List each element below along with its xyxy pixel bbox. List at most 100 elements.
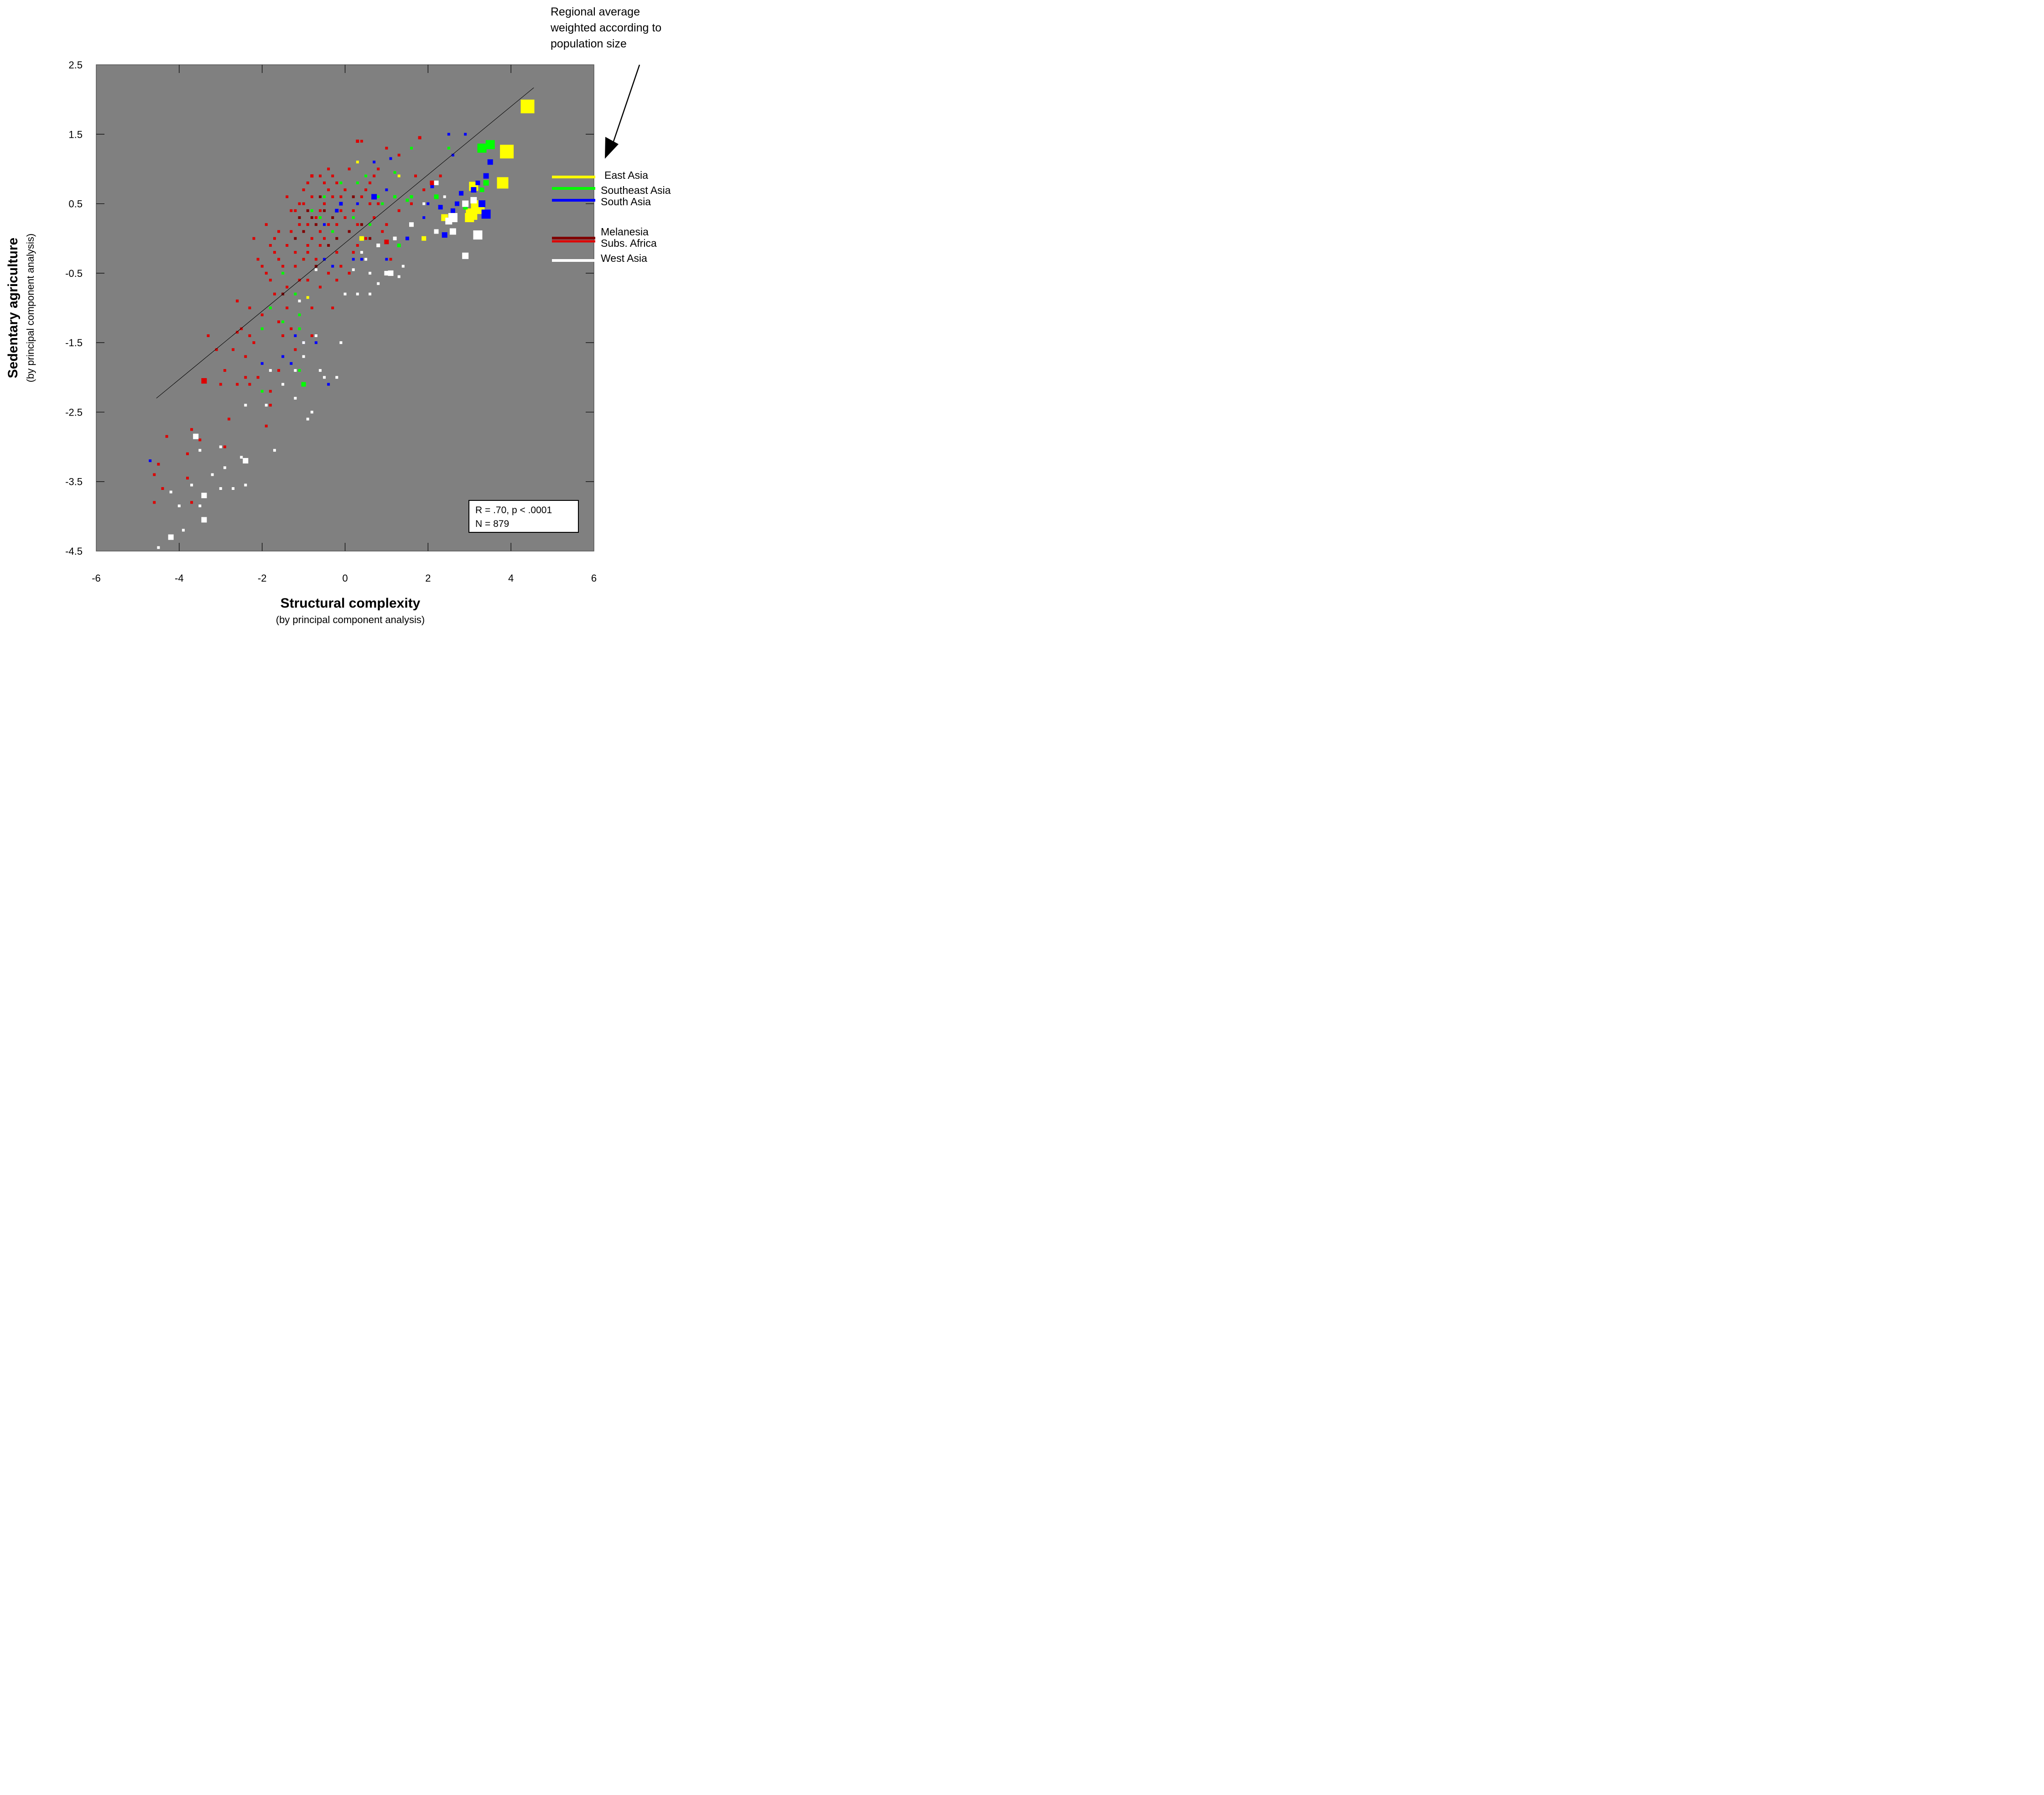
data-point — [302, 202, 305, 205]
data-point — [223, 445, 226, 448]
data-point — [339, 265, 343, 268]
data-point — [377, 202, 380, 205]
y-tick-label: -4.5 — [65, 546, 83, 557]
data-point — [352, 268, 355, 271]
data-point — [290, 327, 293, 330]
y-tick-label: -3.5 — [65, 476, 83, 488]
data-point — [384, 271, 389, 276]
data-point — [356, 244, 359, 247]
data-point — [244, 355, 247, 358]
data-point — [348, 271, 351, 275]
data-point — [244, 404, 247, 407]
data-point — [281, 271, 285, 275]
data-point — [301, 382, 306, 387]
data-point — [232, 487, 235, 490]
data-point — [471, 187, 477, 193]
data-point — [438, 205, 443, 210]
data-point — [323, 258, 326, 261]
data-point — [227, 417, 230, 421]
regression-line — [156, 87, 534, 399]
data-point — [385, 258, 388, 261]
data-point — [286, 307, 289, 309]
data-point — [331, 265, 334, 268]
data-point — [323, 202, 326, 205]
data-point — [182, 529, 185, 532]
data-point — [426, 202, 430, 205]
data-point — [314, 265, 317, 268]
data-point — [343, 188, 347, 192]
data-point — [475, 180, 480, 185]
data-point — [314, 268, 317, 271]
data-point — [360, 195, 363, 198]
data-point — [314, 223, 317, 226]
data-point — [265, 223, 268, 226]
data-point — [273, 251, 276, 254]
data-point — [369, 271, 372, 275]
data-point — [409, 222, 414, 227]
data-point — [485, 140, 495, 150]
data-point — [149, 459, 152, 463]
data-point — [335, 376, 338, 379]
data-point — [281, 383, 285, 386]
data-point — [356, 140, 359, 143]
legend-label-west-asia: West Asia — [601, 252, 647, 264]
data-point — [318, 369, 322, 372]
y-axis-title: Sedentary agriculture — [5, 238, 21, 378]
data-point — [343, 292, 347, 296]
data-point — [388, 270, 394, 276]
annotation-line-3: population size — [551, 37, 627, 50]
y-tick-label: 2.5 — [68, 59, 83, 71]
data-point — [302, 188, 305, 192]
y-tick-label: -0.5 — [65, 268, 83, 279]
data-point — [364, 237, 367, 240]
data-point — [277, 320, 281, 323]
x-tick-label: -6 — [92, 572, 101, 584]
data-point — [306, 244, 309, 247]
data-point — [352, 209, 355, 212]
data-point — [286, 244, 289, 247]
data-point — [352, 258, 355, 261]
data-point — [294, 369, 297, 372]
data-point — [306, 417, 309, 421]
data-point — [373, 161, 376, 164]
data-point — [339, 181, 343, 184]
data-point — [443, 195, 446, 198]
data-point — [470, 197, 477, 203]
data-point — [294, 209, 297, 212]
data-point — [318, 216, 322, 219]
data-point — [323, 209, 326, 212]
x-axis-title: Structural complexity — [281, 596, 421, 611]
data-point — [369, 223, 372, 226]
data-point — [298, 327, 301, 330]
data-point — [369, 292, 372, 296]
data-point — [323, 195, 326, 198]
data-point — [157, 463, 160, 466]
data-point — [459, 191, 464, 196]
data-point — [327, 167, 330, 171]
y-tick-label: 1.5 — [68, 129, 83, 140]
data-point — [364, 174, 367, 177]
data-point — [447, 146, 450, 150]
data-point — [277, 230, 281, 233]
data-point — [434, 229, 439, 234]
data-point — [520, 99, 535, 114]
data-point — [393, 236, 397, 240]
data-point — [323, 376, 326, 379]
data-point — [369, 181, 372, 184]
stats-r-value: R = .70, p < .0001 — [475, 505, 552, 515]
data-point — [381, 230, 384, 233]
data-point — [339, 341, 343, 344]
data-point — [306, 223, 309, 226]
data-point — [161, 487, 164, 490]
data-point — [318, 286, 322, 289]
data-point — [430, 180, 435, 185]
data-point — [385, 146, 388, 150]
data-point — [364, 258, 367, 261]
data-point — [479, 187, 484, 193]
data-point — [273, 292, 276, 296]
data-point — [298, 299, 301, 302]
data-point — [232, 348, 235, 351]
data-point — [286, 286, 289, 289]
x-tick-label: 0 — [342, 572, 348, 584]
data-point — [294, 334, 297, 337]
